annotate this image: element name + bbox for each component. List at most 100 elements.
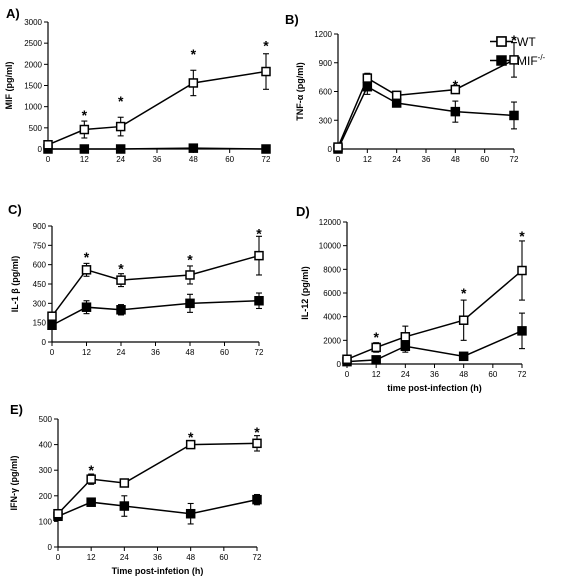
data-point-wt	[371, 342, 381, 353]
y-tick-label: 150	[33, 319, 47, 328]
panel-label: A)	[6, 6, 20, 21]
data-point-wt	[115, 121, 126, 132]
chart-panel-3: C) 0 150 300 450 600 750 900 0 12 24 36 48 60 72 IL-1 β…	[8, 202, 264, 357]
y-tick-label: 300	[39, 466, 53, 475]
data-point-wt	[188, 78, 199, 88]
y-tick-label: 900	[319, 59, 333, 68]
panel-label: E)	[10, 402, 23, 417]
chart-panel-5: E) 0 100 200 300 400 500 0 12 24 36 48 60 72 IFN-γ (pg…	[9, 402, 262, 576]
significance-star: *	[254, 424, 260, 440]
significance-star: *	[188, 429, 194, 445]
x-tick-label: 12	[87, 553, 96, 562]
data-point-ko	[79, 144, 90, 154]
y-tick-label: 300	[33, 299, 47, 308]
data-point-wt	[362, 73, 373, 83]
x-tick-label: 48	[186, 348, 195, 357]
data-point-wt	[509, 55, 519, 65]
x-tick-label: 24	[401, 370, 410, 379]
x-tick-label: 72	[518, 370, 527, 379]
y-tick-label: 1200	[314, 30, 332, 39]
data-point-wt	[185, 270, 195, 280]
significance-star: *	[84, 249, 90, 265]
data-point-wt	[261, 66, 271, 77]
y-tick-label: 12000	[319, 218, 342, 227]
y-tick-label: 300	[319, 116, 333, 125]
x-tick-label: 0	[56, 553, 61, 562]
y-tick-label: 100	[39, 517, 53, 526]
x-tick-label: 24	[392, 155, 401, 164]
data-point-ko	[86, 497, 96, 507]
data-point-wt	[252, 438, 262, 449]
x-tick-label: 36	[153, 155, 162, 164]
data-point-wt	[185, 439, 196, 450]
panel-label: C)	[8, 202, 22, 217]
x-tick-label: 36	[153, 553, 162, 562]
data-point-ko	[185, 298, 195, 309]
data-point-ko	[450, 106, 461, 117]
y-tick-label: 2000	[24, 60, 42, 69]
legend-ko-superscript: -/-	[538, 53, 546, 62]
data-point-ko	[261, 144, 271, 154]
panel-label: B)	[285, 12, 299, 27]
x-tick-label: 60	[488, 370, 497, 379]
y-tick-label: 1000	[24, 103, 42, 112]
data-point-wt	[458, 315, 469, 325]
y-tick-label: 2500	[24, 39, 42, 48]
data-point-wt	[450, 84, 461, 95]
data-point-wt	[517, 265, 527, 276]
y-axis-label: IL-1 β (pg/ml)	[10, 256, 20, 313]
legend-ko-marker	[496, 55, 507, 66]
y-tick-label: 500	[29, 124, 43, 133]
data-point-ko	[81, 302, 92, 312]
data-point-wt	[119, 478, 130, 488]
x-tick-label: 0	[46, 155, 51, 164]
y-tick-label: 4000	[323, 313, 341, 322]
chart-panel-1: A) 0 500 1000 1500 2000 2500 3000 0 12 24 36 48 60 72 M…	[4, 6, 271, 164]
y-tick-label: 0	[48, 543, 53, 552]
y-tick-label: 2000	[323, 336, 341, 345]
data-point-wt	[79, 124, 90, 135]
x-tick-label: 72	[262, 155, 271, 164]
data-point-wt	[53, 508, 63, 519]
x-axis-label: Time post-infetion (h)	[112, 566, 204, 576]
x-tick-label: 60	[225, 155, 234, 164]
legend-ko-label: MIF-/-	[517, 53, 546, 68]
chart-panel-4: D) 0 2000 4000 6000 8000 10000 12000 0 12 24 36 48 60…	[296, 204, 527, 393]
significance-star: *	[82, 107, 88, 123]
x-tick-label: 60	[219, 553, 228, 562]
x-tick-label: 48	[189, 155, 198, 164]
significance-star: *	[263, 37, 269, 53]
legend: WT MIF-/-	[490, 35, 546, 68]
x-tick-label: 0	[345, 370, 350, 379]
data-point-ko	[47, 320, 57, 330]
x-tick-label: 60	[220, 348, 229, 357]
legend-ko-text: MIF	[517, 54, 538, 68]
x-tick-label: 48	[459, 370, 468, 379]
data-point-wt	[391, 90, 402, 101]
data-point-ko	[119, 501, 130, 511]
series-line-ko	[337, 85, 515, 150]
significance-star: *	[519, 228, 525, 244]
x-tick-label: 48	[186, 553, 195, 562]
data-point-wt	[116, 275, 126, 285]
x-tick-label: 12	[80, 155, 89, 164]
x-tick-label: 36	[422, 155, 431, 164]
data-point-ko	[458, 351, 469, 362]
data-point-wt	[342, 354, 352, 365]
x-tick-label: 12	[363, 155, 372, 164]
data-point-wt	[86, 474, 96, 484]
x-tick-label: 36	[430, 370, 439, 379]
panel-label: D)	[296, 204, 310, 219]
x-tick-label: 24	[120, 553, 129, 562]
y-tick-label: 0	[337, 360, 342, 369]
x-tick-label: 0	[336, 155, 341, 164]
x-tick-label: 36	[151, 348, 160, 357]
y-axis-label: MIF (pg/ml)	[4, 62, 14, 110]
chart-panel-2: B) 0 300 600 900 1200 0 12 24 36 48 60 72 TNF-α (pg/m…	[285, 12, 519, 164]
significance-star: *	[191, 46, 197, 62]
data-point-wt	[254, 250, 264, 261]
y-tick-label: 750	[33, 241, 47, 250]
data-point-wt	[400, 332, 411, 342]
y-tick-label: 450	[33, 280, 47, 289]
x-tick-label: 12	[372, 370, 381, 379]
